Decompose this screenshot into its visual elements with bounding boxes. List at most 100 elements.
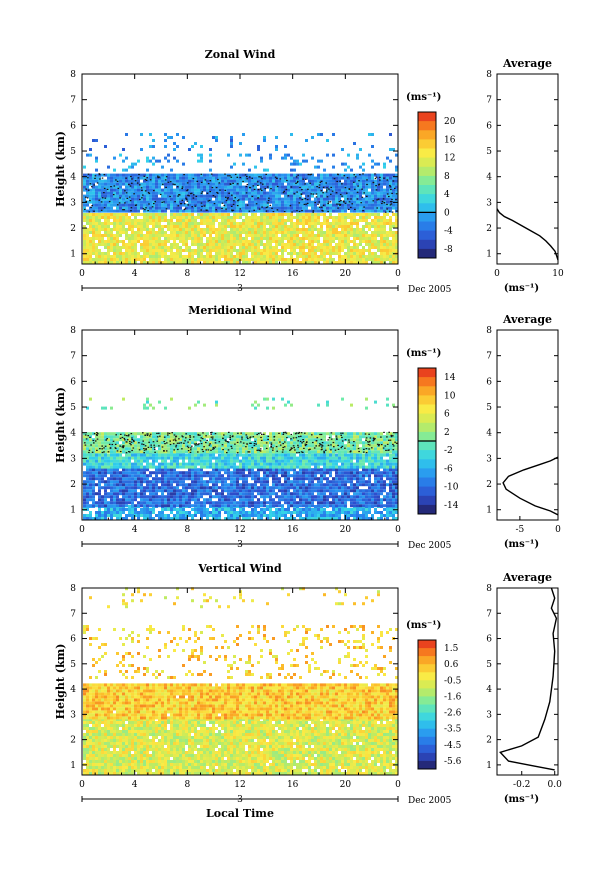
heatmap-cell <box>296 504 299 508</box>
heatmap-cell <box>347 173 350 177</box>
contour-segment <box>251 177 253 179</box>
heatmap-cell <box>353 240 356 243</box>
heatmap-cell <box>293 240 296 243</box>
heatmap-cell <box>212 191 215 195</box>
heatmap-cell <box>272 474 275 478</box>
heatmap-cell <box>194 492 197 496</box>
heatmap-cell <box>263 468 266 472</box>
heatmap-cell <box>305 159 308 163</box>
heatmap-cell <box>266 246 269 249</box>
heatmap-cell <box>368 200 371 204</box>
heatmap-cell <box>269 249 272 252</box>
contour-segment <box>205 209 208 211</box>
heatmap-cell <box>104 483 107 487</box>
heatmap-cell <box>167 261 170 264</box>
heatmap-cell <box>164 249 167 252</box>
heatmap-cell <box>278 501 281 505</box>
heatmap-cell <box>260 258 263 261</box>
heatmap-cell <box>251 249 254 252</box>
heatmap-cell <box>197 225 200 228</box>
heatmap-cell <box>173 498 176 502</box>
heatmap-cell <box>191 252 194 255</box>
heatmap-cell <box>137 486 140 490</box>
heatmap-cell <box>350 219 353 222</box>
heatmap-cell <box>134 468 137 472</box>
contour-segment <box>305 203 307 205</box>
heatmap-cell <box>119 203 122 207</box>
heatmap-cell <box>326 222 329 225</box>
heatmap-cell <box>113 156 116 160</box>
contour-segment <box>375 185 377 187</box>
contour-segment <box>90 206 92 209</box>
heatmap-cell <box>194 498 197 502</box>
heatmap-cell <box>122 222 125 225</box>
heatmap-cell <box>221 173 224 177</box>
heatmap-cell <box>236 468 239 472</box>
heatmap-cell <box>104 194 107 198</box>
heatmap-cell <box>128 474 131 478</box>
heatmap-cell <box>164 504 167 508</box>
heatmap-cell <box>170 261 173 264</box>
heatmap-cell <box>362 213 365 216</box>
contour-segment <box>286 179 288 182</box>
heatmap-cell <box>212 231 215 234</box>
heatmap-cell <box>170 471 173 475</box>
heatmap-cell <box>389 206 392 210</box>
heatmap-cell <box>290 498 293 502</box>
heatmap-cell <box>107 191 110 195</box>
heatmap-cell <box>179 252 182 255</box>
heatmap-cell <box>200 153 203 157</box>
heatmap-cell <box>164 514 167 517</box>
heatmap-cell <box>86 234 89 237</box>
heatmap-cell <box>296 231 299 234</box>
heatmap-cell <box>167 508 170 511</box>
heatmap-cell <box>134 194 137 198</box>
contour-segment <box>115 179 117 181</box>
contour-segment <box>322 186 325 188</box>
heatmap-cell <box>344 203 347 207</box>
heatmap-cell <box>281 237 284 240</box>
heatmap-cell <box>191 182 194 186</box>
heatmap-cell <box>335 261 338 264</box>
heatmap-cell <box>329 206 332 210</box>
heatmap-cell <box>212 209 215 213</box>
heatmap-cell <box>113 246 116 249</box>
heatmap-cell <box>167 504 170 508</box>
heatmap-cell <box>137 495 140 499</box>
heatmap-cell <box>116 213 119 216</box>
heatmap-cell <box>155 501 158 505</box>
heatmap-cell <box>128 495 131 499</box>
heatmap-cell <box>335 511 338 514</box>
heatmap-cell <box>134 234 137 237</box>
contour-segment <box>214 196 217 198</box>
colorbar-swatch <box>418 221 436 232</box>
heatmap-cell <box>149 492 152 496</box>
heatmap-cell <box>296 200 299 204</box>
profile-x-tick-label: 10 <box>552 269 564 279</box>
heatmap-cell <box>386 182 389 186</box>
heatmap-cell <box>206 206 209 210</box>
profile-line <box>496 208 559 261</box>
heatmap-cell <box>128 255 131 258</box>
contour-segment <box>161 201 163 203</box>
heatmap-cell <box>107 179 110 183</box>
heatmap-cell <box>305 252 308 255</box>
heatmap-cell <box>230 514 233 517</box>
heatmap-cell <box>125 156 128 160</box>
heatmap-cell <box>236 231 239 234</box>
heatmap-cell <box>293 471 296 475</box>
heatmap-cell <box>86 474 89 478</box>
heatmap-cell <box>266 228 269 231</box>
heatmap-cell <box>341 219 344 222</box>
heatmap-cell <box>326 243 329 246</box>
heatmap-cell <box>188 258 191 261</box>
heatmap-cell <box>290 249 293 252</box>
heatmap-cell <box>371 255 374 258</box>
heatmap-cell <box>239 471 242 475</box>
heatmap-cell <box>182 188 185 192</box>
contour-segment <box>330 193 332 195</box>
heatmap-cell <box>197 501 200 505</box>
heatmap-cell <box>149 185 152 189</box>
heatmap-cell <box>257 222 260 225</box>
heatmap-cell <box>101 468 104 472</box>
